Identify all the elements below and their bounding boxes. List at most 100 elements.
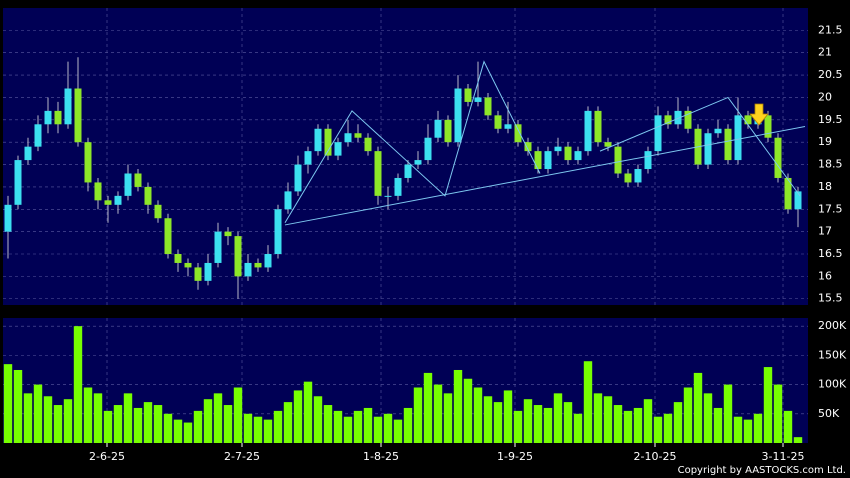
volume-bar [73,326,83,443]
candle-body [374,151,382,196]
volume-bar [323,405,333,443]
candle-body [674,110,682,125]
volume-bar [363,407,373,443]
volume-bar [243,413,253,443]
volume-bar [733,416,743,443]
volume-bar [623,410,633,443]
volume-bar [293,390,303,443]
candle-body [44,110,52,125]
volume-bar [153,405,163,443]
x-tick-label: 1-9-25 [497,450,533,463]
volume-bar [273,410,283,443]
candle-body [334,142,342,156]
candle-body [214,231,222,263]
volume-bar [673,402,683,443]
signal-arrow [749,103,769,126]
candle-body [384,195,392,197]
volume-bar [423,372,433,443]
volume-bar [43,396,53,443]
volume-bar [233,387,243,443]
candle-body [294,164,302,192]
volume-bar [383,413,393,443]
candle-body [584,110,592,152]
volume-bar [163,413,173,443]
volume-bar [463,378,473,443]
candle-body [714,128,722,134]
copyright: Copyright by AASTOCKS.com Ltd. [678,465,846,476]
volume-bar [563,402,573,443]
volume-bar [483,396,493,443]
volume-bar [633,407,643,443]
volume-bar [473,387,483,443]
volume-bar [593,393,603,443]
candle-body [684,110,692,129]
volume-bar [793,437,803,443]
y-tick-label: 19 [818,135,832,148]
candle-body [284,191,292,210]
y-tick-label: 20 [818,90,832,103]
candle-body [494,115,502,129]
candle-body [364,137,372,152]
candle-body [204,262,212,281]
y-tick-label: 16.5 [818,247,843,260]
volume-bar [193,410,203,443]
candle-body [104,200,112,205]
y-tick-label: 50K [818,407,840,420]
volume-bar [33,384,43,443]
volume-bar [353,410,363,443]
volume-bar [773,384,783,443]
volume-bar [663,413,673,443]
candle-body [64,88,72,125]
y-tick-label: 18 [818,180,832,193]
volume-bar [13,369,23,443]
candle-body [664,115,672,125]
candle-body [114,195,122,205]
volume-bar [373,416,383,443]
marks: 15.5 16 16.5 17 17.5 18 18.5 19 19.5 20 20.5 21 21.5… [3,8,847,463]
volume-bar [433,384,443,443]
volume-bar [643,399,653,443]
candle-body [164,218,172,255]
volume-bar [503,390,513,443]
volume-bar [83,387,93,443]
candle-body [654,115,662,152]
volume-bar [313,396,323,443]
candle-body [154,204,162,219]
candle-body [34,124,42,147]
candle-body [604,142,612,147]
volume-bar [493,402,503,443]
y-tick-label: 21.5 [818,23,843,36]
x-tick-label: 1-8-25 [363,450,399,463]
volume-bar [583,361,593,443]
x-tick-label: 2-7-25 [224,450,260,463]
x-tick-label: 3-11-25 [762,450,805,463]
candle-body [394,177,402,196]
volume-bar [133,407,143,443]
volume-bar [693,372,703,443]
candle-body [424,137,432,161]
y-tick-label: 20.5 [818,68,843,81]
trend-line [284,60,541,223]
candle-body [274,209,282,255]
volume-bar [393,419,403,443]
candle-body [644,151,652,170]
candle-body [124,173,132,196]
volume-bar [403,407,413,443]
volume-bar [613,405,623,443]
volume-bar [3,364,13,443]
volume-bar [23,393,33,443]
candle-body [324,128,332,156]
candle-body [184,262,192,268]
candle-body [594,110,602,143]
candle-body [454,88,462,143]
candle-body [354,133,362,138]
volume-bar [183,422,193,443]
volume-bar [333,410,343,443]
volume-bar [443,393,453,443]
candle-body [724,128,732,161]
candle-body [74,88,82,143]
candle-body [254,262,262,268]
volume-bar [683,387,693,443]
